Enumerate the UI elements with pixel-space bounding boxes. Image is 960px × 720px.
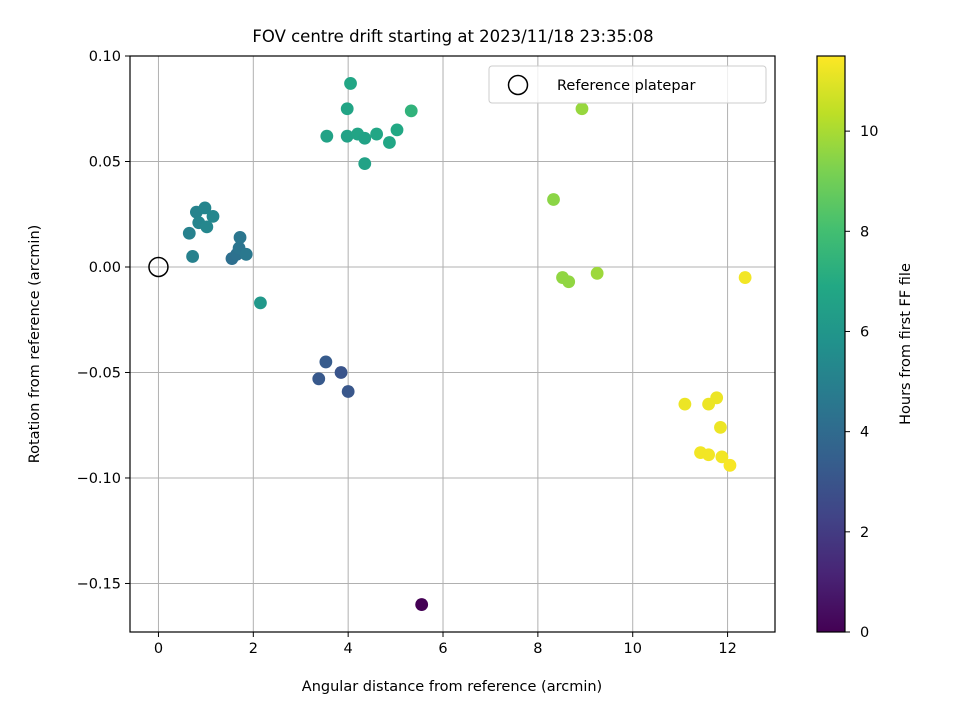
x-tick-label: 2 bbox=[249, 641, 258, 657]
scatter-point bbox=[186, 250, 200, 263]
legend-reference-marker bbox=[507, 74, 529, 96]
y-tick-label: −0.15 bbox=[77, 576, 121, 592]
y-tick-label: −0.05 bbox=[77, 365, 121, 381]
colorbar-label: Hours from first FF file bbox=[898, 263, 914, 425]
x-tick-label: 6 bbox=[438, 641, 447, 657]
scatter-point bbox=[547, 193, 560, 206]
scatter-point bbox=[239, 247, 253, 261]
colorbar-tick-label: 0 bbox=[860, 625, 869, 641]
scatter-point bbox=[319, 355, 333, 369]
y-tick-label: 0.00 bbox=[89, 260, 121, 276]
scatter-point bbox=[678, 397, 692, 411]
x-axis-ticks: 0 2 4 6 8 10 12 bbox=[154, 632, 737, 657]
colorbar-tick-label: 6 bbox=[860, 324, 869, 340]
scatter-point bbox=[383, 136, 396, 149]
reference-platepar-marker bbox=[148, 256, 169, 278]
colorbar-tick-label: 2 bbox=[860, 525, 869, 541]
scatter-point bbox=[404, 104, 418, 118]
legend-reference-label: Reference platepar bbox=[557, 78, 695, 94]
scatter-point bbox=[334, 366, 348, 379]
scatter-point bbox=[710, 391, 724, 405]
scatter-point bbox=[200, 220, 214, 234]
y-tick-label: 0.05 bbox=[89, 154, 121, 170]
plot-frame bbox=[129, 55, 776, 633]
colorbar: 0 2 4 6 8 10 Hours from first FF file bbox=[816, 55, 914, 641]
scatter-point bbox=[358, 157, 372, 171]
scatter-point bbox=[390, 123, 404, 137]
x-tick-label: 4 bbox=[344, 641, 353, 657]
scatter-point bbox=[738, 271, 752, 284]
scatter-point bbox=[370, 127, 384, 141]
scatter-point bbox=[590, 266, 604, 280]
scatter-point bbox=[206, 209, 220, 223]
scatter-point bbox=[358, 131, 372, 145]
data-points bbox=[182, 77, 752, 611]
scatter-point bbox=[320, 129, 334, 143]
x-tick-label: 10 bbox=[623, 641, 641, 657]
scatter-point bbox=[198, 201, 212, 215]
scatter-point bbox=[415, 598, 429, 611]
legend: Reference platepar bbox=[488, 65, 767, 104]
scatter-point bbox=[341, 385, 355, 398]
y-axis-ticks: 0.10 0.05 0.00 −0.05 −0.10 −0.15 bbox=[77, 49, 130, 592]
scatter-point bbox=[344, 77, 357, 90]
chart-title: FOV centre drift starting at 2023/11/18 … bbox=[252, 27, 653, 46]
colorbar-tick-label: 4 bbox=[860, 425, 869, 441]
scatter-point bbox=[233, 231, 247, 244]
grid-lines bbox=[130, 55, 775, 632]
x-tick-label: 8 bbox=[533, 641, 542, 657]
y-axis-label: Rotation from reference (arcmin) bbox=[27, 225, 43, 464]
scatter-point bbox=[723, 458, 737, 472]
scatter-point bbox=[312, 372, 326, 386]
scatter-point bbox=[562, 275, 576, 289]
colorbar-tick-label: 10 bbox=[860, 124, 878, 140]
x-tick-label: 12 bbox=[718, 641, 736, 657]
scatter-point bbox=[702, 448, 716, 462]
colorbar-gradient bbox=[816, 55, 846, 633]
x-axis-label: Angular distance from reference (arcmin) bbox=[302, 679, 602, 695]
scatter-point bbox=[340, 129, 354, 143]
scatter-point bbox=[715, 450, 729, 464]
colorbar-tick-label: 8 bbox=[860, 224, 869, 240]
y-tick-label: −0.10 bbox=[77, 471, 121, 487]
x-tick-label: 0 bbox=[154, 641, 163, 657]
scatter-point bbox=[254, 296, 267, 310]
y-tick-label: 0.10 bbox=[89, 49, 121, 65]
scatter-point bbox=[575, 102, 589, 116]
scatter-point bbox=[340, 102, 354, 116]
scatter-point bbox=[714, 420, 727, 434]
legend-box bbox=[488, 65, 767, 104]
colorbar-ticks: 0 2 4 6 8 10 bbox=[845, 124, 878, 641]
scatter-point bbox=[182, 226, 196, 240]
